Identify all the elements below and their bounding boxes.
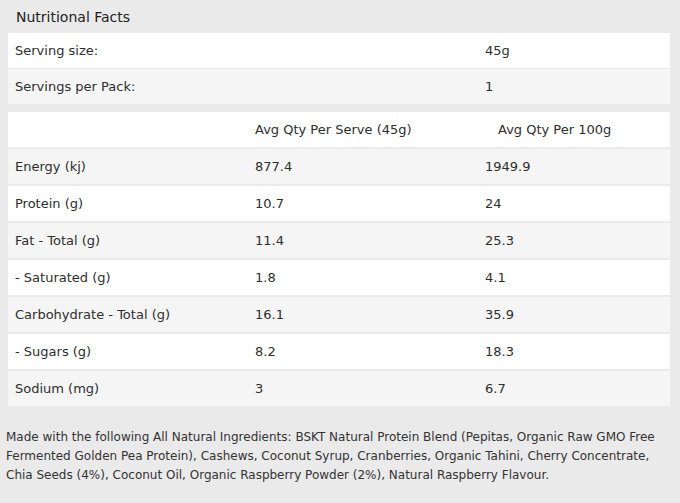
row-per-100g: 6.7: [485, 381, 670, 396]
serving-info-rows: Serving size: 45g Servings per Pack: 1: [8, 33, 670, 104]
table-row-fat-total: Fat - Total (g) 11.4 25.3: [8, 223, 670, 258]
table-header-row: Avg Qty Per Serve (45g) Avg Qty Per 100g: [8, 112, 670, 147]
row-per-100g: 18.3: [485, 344, 670, 359]
header-per-100g: Avg Qty Per 100g: [485, 122, 670, 137]
servings-per-pack-value: 1: [485, 79, 670, 94]
section-title: Nutritional Facts: [0, 0, 680, 33]
row-label: Fat - Total (g): [8, 233, 255, 248]
table-row-sugars: - Sugars (g) 8.2 18.3: [8, 334, 670, 369]
row-per-100g: 24: [485, 196, 670, 211]
row-per-100g: 1949.9: [485, 159, 670, 174]
table-row-sodium: Sodium (mg) 3 6.7: [8, 371, 670, 406]
header-per-serve: Avg Qty Per Serve (45g): [255, 122, 485, 137]
row-per-serve: 3: [255, 381, 485, 396]
serving-size-value: 45g: [485, 43, 670, 58]
table-row-carbohydrate-total: Carbohydrate - Total (g) 16.1 35.9: [8, 297, 670, 332]
row-per-serve: 10.7: [255, 196, 485, 211]
row-per-100g: 35.9: [485, 307, 670, 322]
serving-size-row: Serving size: 45g: [8, 33, 670, 68]
row-per-100g: 4.1: [485, 270, 670, 285]
row-per-serve: 11.4: [255, 233, 485, 248]
row-label: Carbohydrate - Total (g): [8, 307, 255, 322]
row-per-serve: 1.8: [255, 270, 485, 285]
row-label: Protein (g): [8, 196, 255, 211]
serving-size-label: Serving size:: [8, 43, 485, 58]
row-per-100g: 25.3: [485, 233, 670, 248]
table-row-energy: Energy (kj) 877.4 1949.9: [8, 149, 670, 184]
row-label: Sodium (mg): [8, 381, 255, 396]
nutrition-facts-panel: Nutritional Facts Serving size: 45g Serv…: [0, 0, 680, 503]
row-label: - Saturated (g): [8, 270, 255, 285]
nutrition-table: Avg Qty Per Serve (45g) Avg Qty Per 100g…: [8, 112, 670, 406]
row-per-serve: 16.1: [255, 307, 485, 322]
row-per-serve: 8.2: [255, 344, 485, 359]
servings-per-pack-label: Servings per Pack:: [8, 79, 485, 94]
row-label: - Sugars (g): [8, 344, 255, 359]
row-label: Energy (kj): [8, 159, 255, 174]
table-row-protein: Protein (g) 10.7 24: [8, 186, 670, 221]
table-row-saturated: - Saturated (g) 1.8 4.1: [8, 260, 670, 295]
row-per-serve: 877.4: [255, 159, 485, 174]
servings-per-pack-row: Servings per Pack: 1: [8, 69, 670, 104]
ingredients-note: Made with the following All Natural Ingr…: [6, 428, 673, 485]
